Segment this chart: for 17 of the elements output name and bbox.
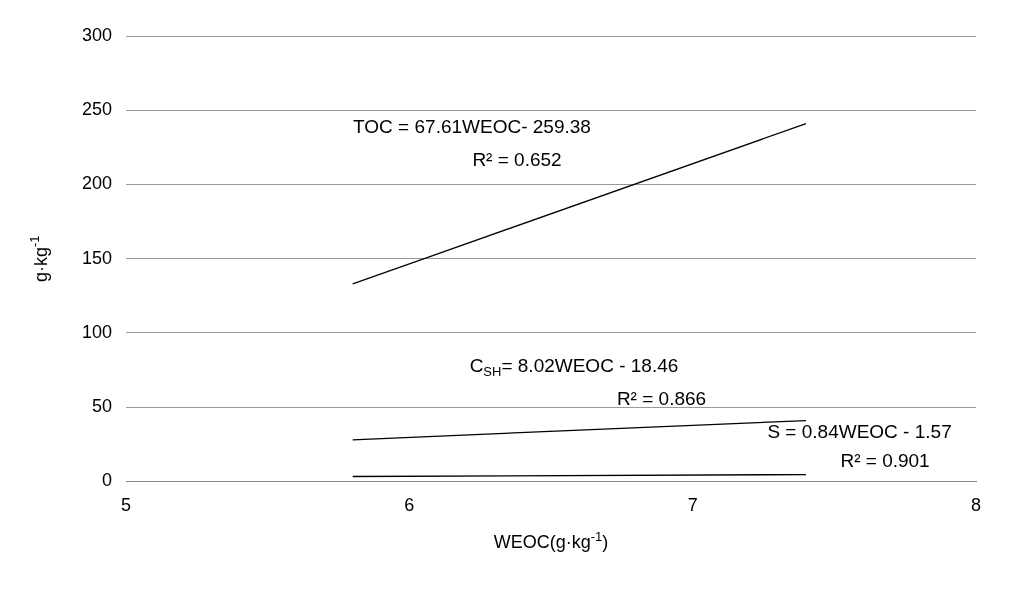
x-tick-label: 7: [687, 495, 698, 516]
annotation: R² = 0.901: [840, 450, 930, 472]
y-axis-title: g·kg-1: [27, 235, 51, 282]
y-tick-label: 250: [81, 99, 113, 120]
x-tick-label: 6: [404, 495, 415, 516]
y-tick-label: 300: [81, 24, 113, 45]
y-tick-label: 200: [81, 173, 113, 194]
annotation: TOC = 67.61WEOC- 259.38: [353, 116, 591, 138]
annotation: R² = 0.866: [616, 388, 707, 410]
y-tick-label: 50: [92, 396, 113, 417]
x-tick-label: 5: [121, 495, 132, 516]
annotation: R² = 0.652: [472, 148, 562, 170]
y-tick-label: 150: [81, 247, 113, 268]
y-tick-label: 0: [102, 470, 113, 491]
x-tick-label: 8: [970, 495, 982, 516]
y-tick-label: 100: [81, 321, 113, 342]
annotation: S = 0.84WEOC - 1.57: [767, 420, 952, 442]
